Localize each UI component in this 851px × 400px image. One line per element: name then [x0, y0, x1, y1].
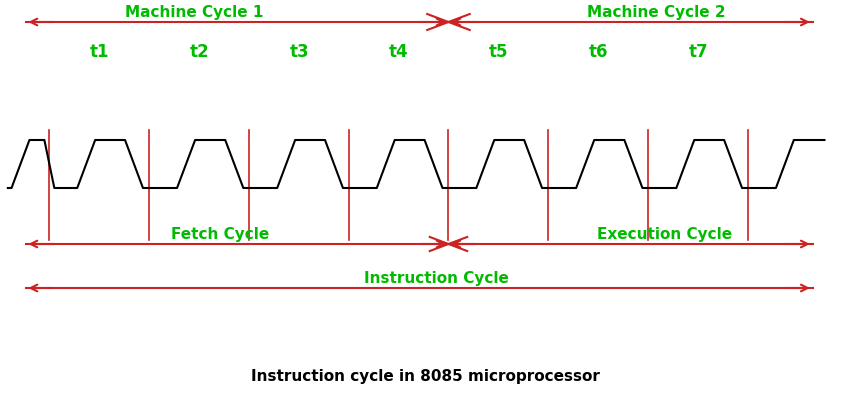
- Text: t5: t5: [488, 43, 508, 61]
- Text: t7: t7: [688, 43, 708, 61]
- Text: Execution Cycle: Execution Cycle: [597, 227, 732, 242]
- Text: Fetch Cycle: Fetch Cycle: [171, 227, 269, 242]
- Text: Instruction cycle in 8085 microprocessor: Instruction cycle in 8085 microprocessor: [251, 368, 600, 384]
- Text: t6: t6: [589, 43, 608, 61]
- Text: t2: t2: [189, 43, 209, 61]
- Text: Machine Cycle 1: Machine Cycle 1: [125, 6, 264, 20]
- Text: Instruction Cycle: Instruction Cycle: [363, 271, 509, 286]
- Text: Machine Cycle 2: Machine Cycle 2: [587, 6, 725, 20]
- Text: t4: t4: [389, 43, 408, 61]
- Text: t3: t3: [289, 43, 309, 61]
- Text: t1: t1: [89, 43, 109, 61]
